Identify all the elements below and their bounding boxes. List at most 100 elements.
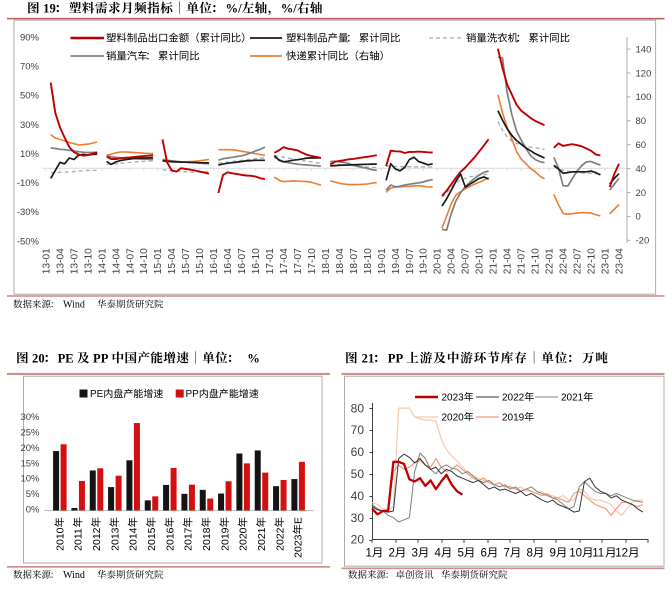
svg-text:0: 0: [636, 212, 641, 223]
svg-text:9: 9: [549, 548, 555, 560]
svg-text:18-04: 18-04: [335, 248, 346, 274]
svg-text:14-07: 14-07: [125, 248, 136, 274]
svg-text:Wind: Wind: [63, 570, 85, 581]
svg-text:2022: 2022: [274, 527, 286, 551]
svg-text:2014: 2014: [128, 527, 140, 551]
svg-text:14-04: 14-04: [111, 248, 122, 274]
svg-text:2012: 2012: [91, 527, 103, 551]
svg-text:2023: 2023: [442, 393, 465, 404]
svg-text:PE: PE: [90, 389, 104, 400]
svg-text:18-10: 18-10: [363, 248, 374, 274]
svg-text:2016: 2016: [164, 527, 176, 551]
svg-text:23-04: 23-04: [614, 248, 625, 274]
svg-text:-10%: -10%: [17, 178, 40, 189]
svg-text:13-10: 13-10: [83, 248, 94, 274]
svg-text:PP: PP: [186, 389, 200, 400]
svg-text:2021: 2021: [561, 393, 584, 404]
svg-text:20-07: 20-07: [461, 248, 472, 274]
svg-text:21-04: 21-04: [503, 248, 514, 274]
svg-text:0%: 0%: [26, 505, 40, 516]
svg-text:30%: 30%: [20, 412, 40, 423]
svg-text:5: 5: [457, 548, 463, 560]
svg-text:80: 80: [636, 116, 647, 127]
svg-text:6: 6: [480, 548, 486, 560]
svg-text:21: 21: [359, 351, 375, 365]
svg-text:15-04: 15-04: [167, 248, 178, 274]
svg-text:90%: 90%: [20, 32, 40, 43]
svg-text:22-07: 22-07: [572, 248, 583, 274]
svg-text:50%: 50%: [20, 91, 40, 102]
svg-text:2018: 2018: [201, 527, 213, 551]
svg-text:30%: 30%: [20, 120, 40, 131]
svg-text:12: 12: [615, 548, 628, 560]
svg-text:2011: 2011: [73, 528, 85, 551]
svg-text:2015: 2015: [146, 527, 158, 551]
svg-text:18-01: 18-01: [321, 248, 332, 274]
svg-text:3: 3: [411, 548, 417, 560]
svg-text:2019: 2019: [502, 413, 525, 424]
svg-text:15%: 15%: [20, 458, 40, 469]
svg-text:4: 4: [434, 548, 441, 560]
svg-text:21-01: 21-01: [489, 248, 500, 274]
svg-text:18-07: 18-07: [349, 248, 360, 274]
svg-text:16-01: 16-01: [209, 248, 220, 274]
svg-text:2010: 2010: [54, 527, 66, 551]
svg-text:11: 11: [592, 548, 604, 560]
svg-text:21-07: 21-07: [517, 248, 528, 274]
svg-text:22-10: 22-10: [586, 248, 597, 274]
svg-text:-30%: -30%: [17, 207, 40, 218]
svg-text:50: 50: [351, 467, 365, 481]
svg-text:16-04: 16-04: [223, 248, 234, 274]
svg-text:14-10: 14-10: [139, 248, 150, 274]
svg-text:2017: 2017: [183, 527, 195, 551]
svg-text:7: 7: [503, 548, 509, 560]
svg-text:25%: 25%: [20, 428, 40, 439]
svg-text:-50%: -50%: [17, 236, 40, 247]
svg-text:20-01: 20-01: [433, 248, 444, 274]
svg-text:20: 20: [29, 351, 45, 365]
svg-text:20-10: 20-10: [475, 248, 486, 274]
svg-text:20: 20: [636, 188, 647, 199]
svg-text:2023: 2023: [293, 534, 305, 558]
svg-text:17-10: 17-10: [307, 248, 318, 274]
svg-text:40: 40: [351, 489, 365, 503]
svg-text:22-01: 22-01: [545, 248, 556, 274]
svg-text:40: 40: [636, 164, 647, 175]
svg-text:30: 30: [351, 511, 365, 525]
svg-text:2021: 2021: [256, 527, 268, 551]
svg-text:2019: 2019: [219, 527, 231, 551]
svg-text:10%: 10%: [20, 474, 40, 485]
svg-text:2013: 2013: [109, 527, 121, 551]
svg-text:70%: 70%: [20, 62, 40, 73]
svg-text:2: 2: [388, 548, 394, 560]
svg-text:10: 10: [569, 548, 582, 560]
svg-text:2020: 2020: [238, 527, 250, 551]
svg-text:2020: 2020: [442, 413, 465, 424]
svg-text:140: 140: [636, 44, 652, 55]
svg-text:80: 80: [351, 401, 365, 415]
svg-text:17-01: 17-01: [265, 248, 276, 274]
svg-text:19-04: 19-04: [391, 248, 402, 274]
svg-text:8: 8: [526, 548, 532, 560]
svg-text:19-07: 19-07: [405, 248, 416, 274]
svg-text:60: 60: [636, 140, 647, 151]
svg-text:60: 60: [351, 445, 365, 459]
svg-text:17-07: 17-07: [293, 248, 304, 274]
svg-text:19-10: 19-10: [419, 248, 430, 274]
svg-text:100: 100: [636, 92, 652, 103]
svg-text:PP: PP: [90, 351, 111, 365]
svg-text:15-10: 15-10: [195, 248, 206, 274]
svg-text:16-07: 16-07: [237, 248, 248, 274]
svg-text:120: 120: [636, 68, 652, 79]
svg-text:14-01: 14-01: [97, 248, 108, 274]
svg-text:20-04: 20-04: [447, 248, 458, 274]
svg-text:20%: 20%: [20, 443, 40, 454]
svg-text:19: 19: [40, 1, 56, 15]
svg-text:13-01: 13-01: [41, 248, 52, 274]
svg-text:10%: 10%: [20, 149, 40, 160]
svg-text:2022: 2022: [502, 393, 525, 404]
svg-text:E: E: [293, 517, 305, 524]
svg-text:-20: -20: [636, 236, 650, 247]
svg-text:%/: %/: [226, 1, 243, 15]
svg-text:19-01: 19-01: [377, 248, 388, 274]
